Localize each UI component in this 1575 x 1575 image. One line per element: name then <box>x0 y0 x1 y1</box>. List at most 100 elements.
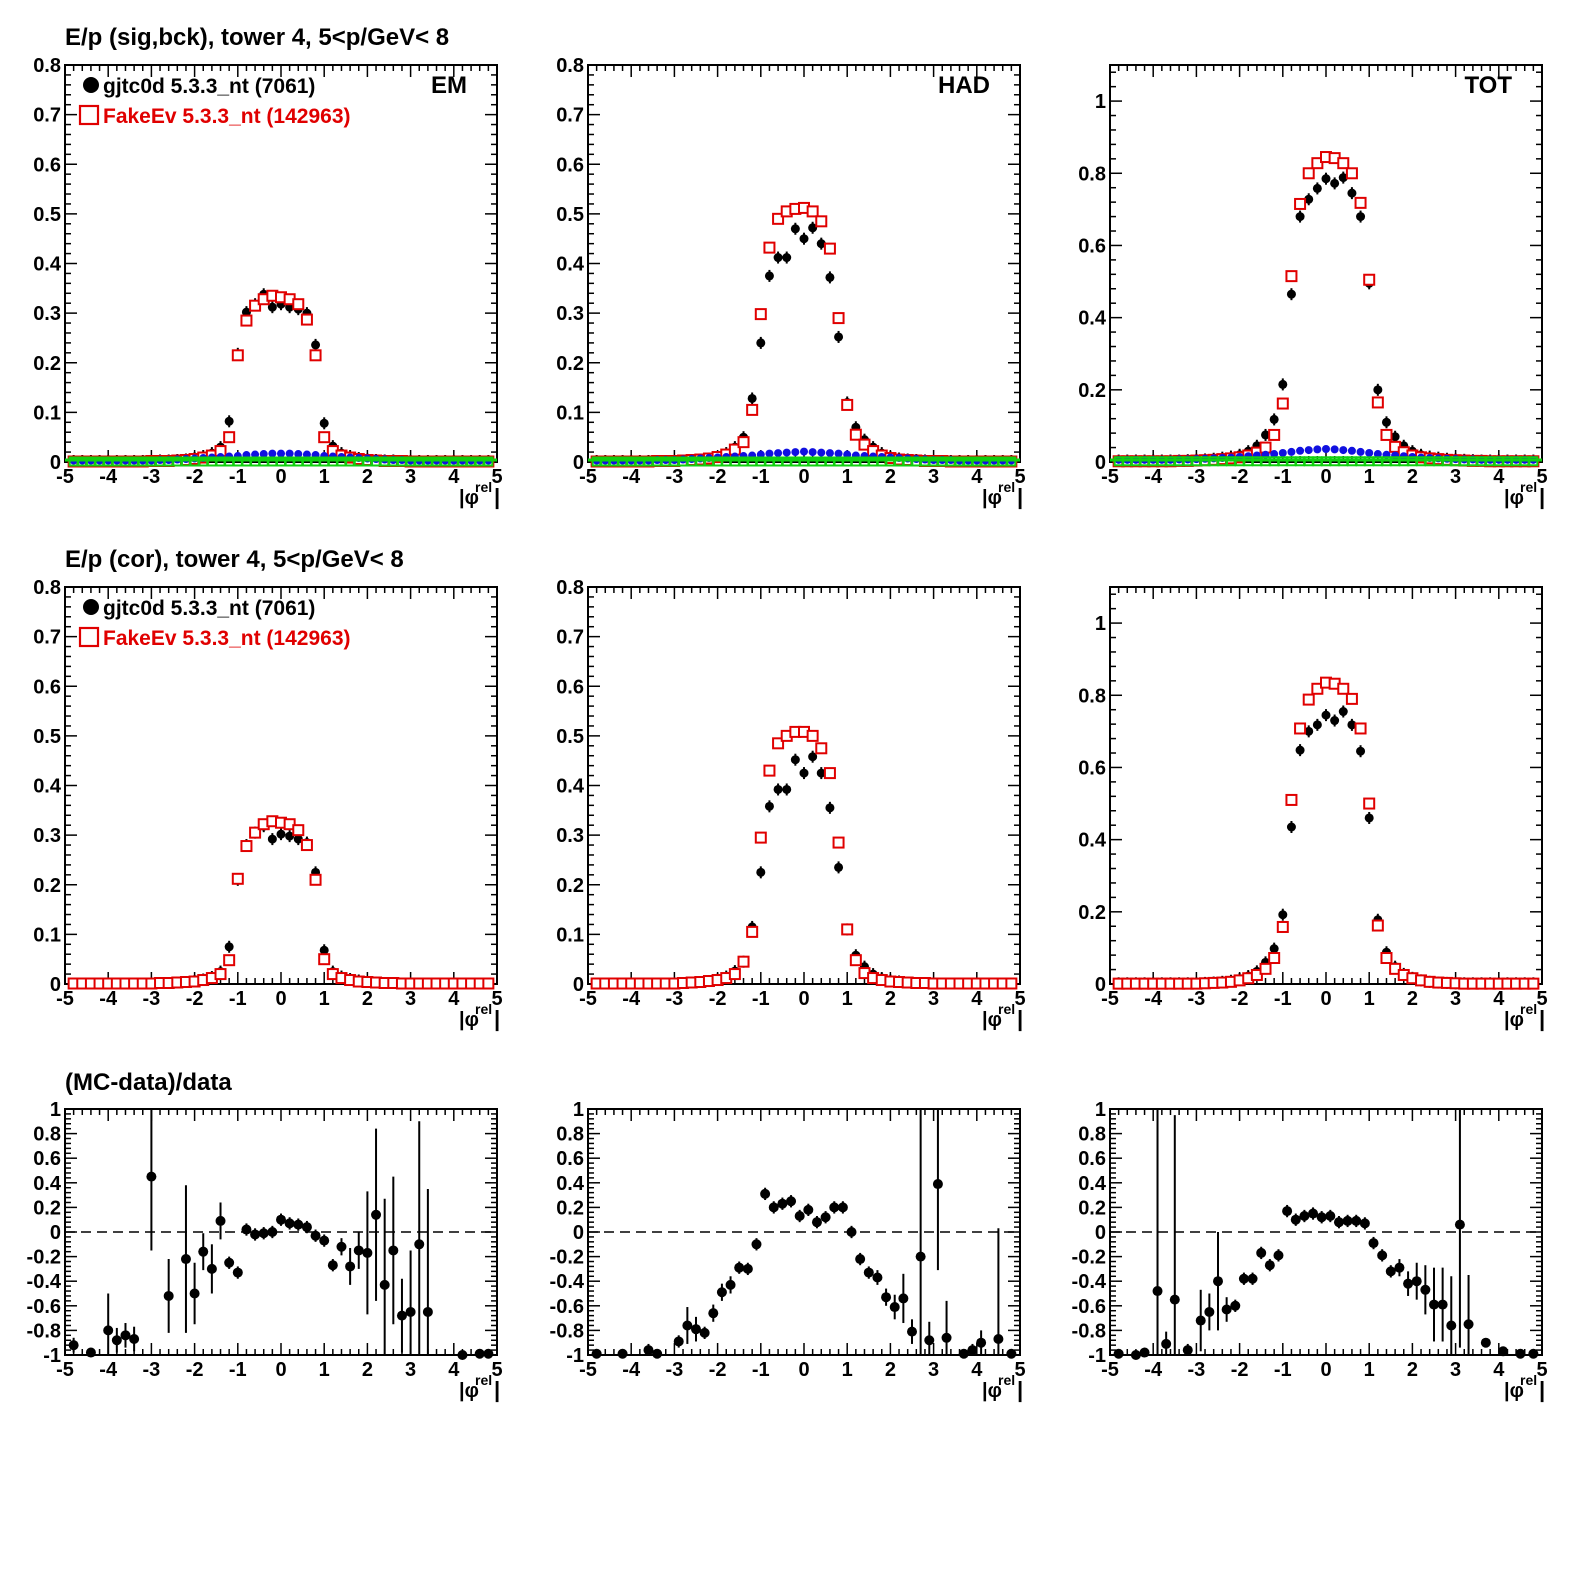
data-point <box>1304 726 1314 736</box>
mc-point <box>1268 428 1281 441</box>
data-point <box>311 340 321 350</box>
data-point <box>790 755 800 765</box>
x-tick-label: 2 <box>1407 988 1418 1010</box>
x-axis-label-close: | <box>1539 1377 1545 1402</box>
x-tick-label: -2 <box>186 1359 204 1381</box>
ratio-point <box>1351 1215 1362 1226</box>
y-tick-label: 0 <box>50 452 61 474</box>
x-tick-label: -1 <box>1274 988 1292 1010</box>
y-tick-label: 0.8 <box>1078 1124 1106 1146</box>
legend-data-marker <box>83 77 99 93</box>
ratio-point <box>267 1227 278 1237</box>
ratio-point <box>1377 1250 1388 1261</box>
series-mc <box>67 289 495 468</box>
x-tick-label: -3 <box>1188 1359 1206 1381</box>
mc-point <box>231 349 244 362</box>
data-point <box>1295 212 1305 222</box>
y-tick-label: 0.7 <box>33 627 61 649</box>
data-point <box>1338 707 1348 717</box>
ratio-point <box>907 1326 917 1337</box>
series-bck_mc <box>588 456 1020 467</box>
y-tick-label: 0.3 <box>556 303 584 325</box>
ratio-point <box>284 1218 295 1229</box>
ratio-point <box>1213 1276 1223 1287</box>
data-point <box>834 332 844 342</box>
x-tick-label: -4 <box>99 1359 118 1381</box>
y-tick-label: 0.5 <box>556 204 584 226</box>
y-tick-label: -1 <box>1088 1345 1106 1367</box>
series-data <box>592 221 1016 468</box>
ratio-point <box>250 1229 261 1240</box>
ratio-point <box>1368 1238 1379 1249</box>
series-bck_mc <box>1110 456 1542 467</box>
ratio-point <box>1139 1347 1150 1358</box>
ratio-point <box>85 1347 96 1358</box>
data-point <box>224 942 234 952</box>
x-tick-label: -5 <box>56 988 74 1010</box>
x-tick-label: -3 <box>666 988 684 1010</box>
x-axis-label: |φ <box>982 487 1002 509</box>
ratio-point <box>146 1171 157 1182</box>
x-tick-label: -4 <box>1144 466 1163 488</box>
legend-mc-label: FakeEv 5.3.3_nt (142963) <box>103 627 351 650</box>
x-tick-label: 5 <box>1014 1359 1025 1381</box>
panel-row3-tot: -5 -4 -3 -2 -1 0 1 2 3 4 5-1-0.8-0.6-0.4-0.200.20.… <box>1072 1099 1548 1402</box>
ratio-point <box>206 1263 217 1274</box>
x-tick-label: -3 <box>143 466 161 488</box>
y-tick-label: 0.1 <box>556 924 584 946</box>
ratio-point <box>232 1267 243 1278</box>
mc-point <box>815 215 828 228</box>
mc-point <box>815 742 828 755</box>
data-point <box>1304 194 1314 204</box>
ratio-point <box>863 1267 874 1278</box>
y-tick-label: 0.4 <box>556 254 585 276</box>
x-tick-label: -2 <box>186 466 204 488</box>
ratio-point <box>1256 1247 1267 1258</box>
mc-point <box>1337 157 1350 170</box>
x-tick-label: 1 <box>1364 988 1375 1010</box>
row-title-1: E/p (sig,bck), tower 4, 5<p/GeV< 8 <box>65 24 449 51</box>
x-tick-label: -2 <box>1231 1359 1249 1381</box>
x-axis-label-superscript: rel <box>1520 479 1537 495</box>
mc-point <box>1311 682 1324 695</box>
mc-point <box>309 873 322 886</box>
mc-point <box>754 308 767 321</box>
bck-data-point <box>765 449 774 458</box>
mc-point <box>482 977 495 990</box>
bck-data-point <box>1296 446 1305 455</box>
data-point <box>825 803 835 813</box>
ratio-point <box>1385 1266 1396 1277</box>
y-tick-label: 0.3 <box>33 825 61 847</box>
data-point <box>1269 414 1279 424</box>
series-ratio <box>1113 1109 1539 1360</box>
ratio-point <box>1130 1350 1141 1360</box>
y-tick-label: 0.6 <box>33 154 61 176</box>
x-tick-label: -4 <box>622 466 641 488</box>
y-tick-label: 0.8 <box>556 55 584 77</box>
ratio-point <box>708 1308 719 1319</box>
y-tick-label: 0.6 <box>33 676 61 698</box>
mc-point <box>249 826 262 839</box>
ratio-point <box>1161 1338 1172 1349</box>
data-point <box>1295 745 1305 755</box>
x-axis-label: |φ <box>459 487 479 509</box>
ratio-point <box>768 1202 779 1213</box>
data-point <box>782 253 792 263</box>
x-tick-label: 4 <box>971 466 983 488</box>
y-tick-label: 0.8 <box>556 577 584 599</box>
ratio-point <box>1411 1276 1422 1287</box>
x-tick-label: 0 <box>1320 988 1331 1010</box>
ratio-point <box>345 1261 356 1272</box>
x-tick-label: 1 <box>319 466 330 488</box>
mc-point <box>1276 397 1289 410</box>
bck-data-point <box>1356 447 1365 456</box>
y-tick-label: -0.6 <box>27 1296 61 1318</box>
data-point <box>293 834 303 844</box>
panel-row2-had: -5 -4 -3 -2 -1 0 1 2 3 4 5 0 0.1 0.2 0.3 0.4 0.5 0.6 0.7 0.… <box>556 577 1025 1031</box>
mc-point <box>240 840 253 853</box>
x-tick-label: -5 <box>1101 1359 1119 1381</box>
ratio-point <box>725 1279 736 1290</box>
x-tick-label: 5 <box>491 466 502 488</box>
row-title-3: (MC-data)/data <box>65 1069 232 1096</box>
